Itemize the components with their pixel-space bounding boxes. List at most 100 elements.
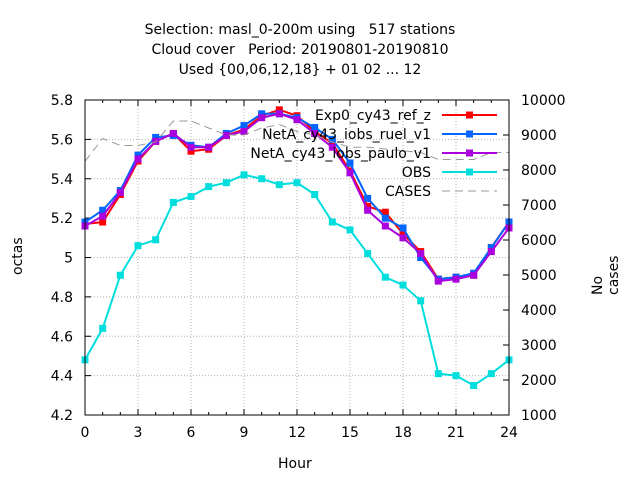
data-point-neta-cy43-iobs-ruel-v1 bbox=[487, 244, 495, 252]
data-point-neta-cy43-iobs-ruel-v1 bbox=[152, 133, 160, 141]
legend-label-neta-cy43-iobs-paulo-v1: NetA_cy43_iobs_paulo_v1 bbox=[250, 146, 431, 162]
legend-label-cases: CASES bbox=[385, 184, 431, 200]
ticks: 0 3 6 9 12 15 18 21 24 4.2 4.4 4.6 4.8 5 5.2 5.4 5.6 5.8 1… bbox=[51, 93, 566, 441]
data-point-obs bbox=[364, 250, 372, 258]
legend-marker-neta-cy43-iobs-ruel-v1 bbox=[466, 130, 473, 138]
data-point-obs bbox=[152, 236, 160, 244]
x-tick-label: 18 bbox=[394, 425, 412, 441]
data-point-obs bbox=[222, 179, 230, 187]
y2-tick-label: 9000 bbox=[521, 128, 557, 144]
data-point-obs bbox=[452, 372, 460, 380]
y-tick-label: 4.4 bbox=[51, 369, 73, 385]
data-point-obs bbox=[328, 218, 336, 226]
data-point-exp0-cy43-ref-z bbox=[275, 106, 283, 114]
data-point-exp0-cy43-ref-z bbox=[381, 208, 389, 216]
legend-label-exp0-cy43-ref-z: Exp0_cy43_ref_z bbox=[315, 108, 431, 124]
y2-axis-label: No cases bbox=[590, 255, 622, 295]
y-tick-label: 5.8 bbox=[51, 93, 73, 109]
data-point-exp0-cy43-ref-z bbox=[99, 218, 107, 226]
data-point-neta-cy43-iobs-paulo-v1 bbox=[364, 206, 372, 214]
data-point-obs bbox=[434, 370, 442, 378]
x-axis-label: Hour bbox=[278, 456, 312, 472]
x-tick-label: 6 bbox=[187, 425, 196, 441]
data-point-neta-cy43-iobs-paulo-v1 bbox=[399, 234, 407, 242]
data-point-obs bbox=[311, 191, 319, 198]
data-point-obs bbox=[240, 171, 248, 179]
data-point-obs bbox=[275, 181, 283, 189]
data-point-neta-cy43-iobs-paulo-v1 bbox=[381, 222, 389, 230]
y2-tick-label: 6000 bbox=[521, 233, 557, 249]
data-point-neta-cy43-iobs-paulo-v1 bbox=[258, 114, 266, 122]
series-line-cases bbox=[84, 120, 509, 162]
y-tick-label: 4.2 bbox=[51, 408, 73, 424]
y-axis-label: octas bbox=[10, 237, 26, 275]
y2-tick-label: 4000 bbox=[521, 303, 557, 319]
data-point-obs bbox=[169, 198, 177, 206]
data-point-obs bbox=[187, 192, 195, 200]
data-point-neta-cy43-iobs-paulo-v1 bbox=[222, 131, 230, 139]
data-point-neta-cy43-iobs-ruel-v1 bbox=[381, 214, 389, 222]
data-point-obs bbox=[417, 297, 425, 305]
data-point-neta-cy43-iobs-paulo-v1 bbox=[311, 129, 319, 137]
data-point-obs bbox=[99, 324, 107, 332]
data-point-obs bbox=[487, 370, 495, 378]
legend-label-neta-cy43-iobs-ruel-v1: NetA_cy43_iobs_ruel_v1 bbox=[262, 127, 431, 143]
data-point-neta-cy43-iobs-paulo-v1 bbox=[169, 129, 177, 137]
y2-tick-label: 5000 bbox=[521, 268, 557, 284]
data-point-neta-cy43-iobs-ruel-v1 bbox=[328, 135, 336, 143]
y2-tick-label: 7000 bbox=[521, 198, 557, 214]
x-tick-label: 12 bbox=[288, 425, 306, 441]
data-point-neta-cy43-iobs-ruel-v1 bbox=[364, 194, 372, 202]
y-tick-label: 5.6 bbox=[51, 132, 73, 148]
y2-tick-label: 3000 bbox=[521, 338, 557, 354]
y-tick-label: 4.6 bbox=[51, 329, 73, 345]
x-tick-label: 0 bbox=[81, 425, 90, 441]
data-point-obs bbox=[205, 183, 213, 191]
data-point-obs bbox=[346, 226, 354, 234]
data-point-neta-cy43-iobs-paulo-v1 bbox=[328, 143, 336, 151]
data-point-neta-cy43-iobs-ruel-v1 bbox=[99, 206, 107, 214]
data-point-neta-cy43-iobs-ruel-v1 bbox=[134, 151, 142, 159]
data-point-neta-cy43-iobs-ruel-v1 bbox=[258, 110, 266, 118]
x-tick-label: 9 bbox=[240, 425, 249, 441]
data-point-obs bbox=[399, 281, 407, 289]
data-point-obs bbox=[470, 381, 478, 389]
data-point-neta-cy43-iobs-paulo-v1 bbox=[487, 248, 495, 256]
chart-title-line-1: Selection: masl_0-200m using 517 station… bbox=[144, 22, 456, 38]
legend-marker-exp0-cy43-ref-z bbox=[466, 111, 473, 119]
legend-marker-neta-cy43-iobs-paulo-v1 bbox=[466, 149, 473, 157]
x-tick-label: 3 bbox=[134, 425, 143, 441]
x-tick-label: 21 bbox=[447, 425, 465, 441]
y2-tick-label: 2000 bbox=[521, 373, 557, 389]
data-point-exp0-cy43-ref-z bbox=[364, 202, 372, 210]
data-point-obs bbox=[293, 179, 301, 187]
data-point-neta-cy43-iobs-paulo-v1 bbox=[346, 169, 354, 177]
data-point-obs bbox=[116, 271, 124, 279]
data-point-exp0-cy43-ref-z bbox=[399, 230, 407, 238]
y2-tick-label: 8000 bbox=[521, 163, 557, 179]
data-point-obs bbox=[134, 242, 142, 250]
data-point-neta-cy43-iobs-paulo-v1 bbox=[240, 128, 248, 135]
series-lines bbox=[81, 106, 513, 389]
y-tick-label: 5.4 bbox=[51, 172, 73, 188]
data-point-neta-cy43-iobs-ruel-v1 bbox=[399, 224, 407, 232]
data-point-neta-cy43-iobs-paulo-v1 bbox=[275, 110, 283, 118]
data-point-neta-cy43-iobs-paulo-v1 bbox=[99, 212, 107, 220]
y-tick-label: 4.8 bbox=[51, 290, 73, 306]
data-point-neta-cy43-iobs-paulo-v1 bbox=[293, 116, 301, 124]
data-point-neta-cy43-iobs-ruel-v1 bbox=[417, 254, 425, 261]
data-point-neta-cy43-iobs-ruel-v1 bbox=[240, 122, 248, 130]
x-tick-label: 24 bbox=[500, 425, 518, 441]
data-point-neta-cy43-iobs-paulo-v1 bbox=[205, 143, 213, 151]
data-point-exp0-cy43-ref-z bbox=[187, 147, 195, 155]
data-point-neta-cy43-iobs-ruel-v1 bbox=[346, 159, 354, 167]
data-point-neta-cy43-iobs-paulo-v1 bbox=[470, 271, 478, 279]
y2-tick-label: 1000 bbox=[521, 408, 557, 424]
legend-label-obs: OBS bbox=[402, 165, 431, 181]
plot-frame bbox=[84, 99, 510, 416]
data-point-exp0-cy43-ref-z bbox=[328, 139, 336, 147]
data-point-obs bbox=[381, 273, 389, 281]
y2-tick-label: 10000 bbox=[521, 93, 566, 109]
x-tick-label: 15 bbox=[341, 425, 359, 441]
